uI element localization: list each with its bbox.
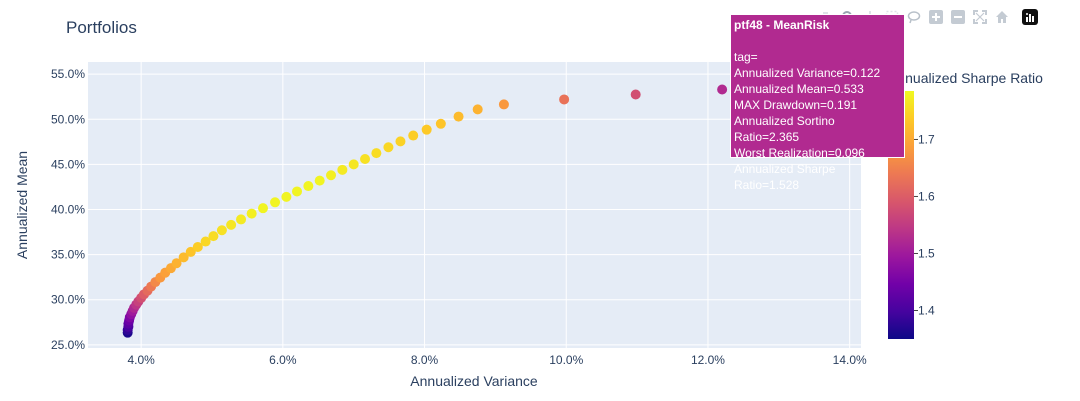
x-tick-label: 4.0% [127, 353, 155, 367]
plotly-logo-icon[interactable] [1022, 9, 1038, 25]
data-point[interactable] [200, 236, 211, 247]
x-tick-label: 14.0% [833, 353, 867, 367]
data-point[interactable] [453, 111, 464, 122]
y-tick-labels: 25.0% 30.0% 35.0% 40.0% 45.0% 50.0% 55.0% [51, 67, 85, 352]
data-point[interactable] [185, 246, 196, 257]
gridlines [88, 62, 861, 348]
reset-axes-icon[interactable] [994, 9, 1010, 25]
chart-title: Portfolios [66, 18, 137, 37]
data-point[interactable] [472, 104, 483, 115]
x-tick-labels: 4.0% 6.0% 8.0% 10.0% 12.0% 14.0% [127, 353, 867, 367]
data-point[interactable] [498, 99, 509, 110]
data-point[interactable] [326, 170, 337, 181]
data-point[interactable] [371, 148, 382, 159]
data-point[interactable] [421, 124, 432, 135]
tooltip-line: Annualized Sharpe Ratio=1.528 [734, 162, 836, 192]
data-points[interactable] [122, 84, 728, 338]
data-point[interactable] [226, 219, 237, 230]
data-point[interactable] [435, 118, 446, 129]
y-tick-label: 45.0% [51, 157, 85, 171]
data-point[interactable] [192, 241, 203, 252]
data-point[interactable] [408, 130, 419, 141]
x-tick-label: 6.0% [269, 353, 297, 367]
data-point[interactable] [395, 136, 406, 147]
data-point[interactable] [360, 153, 371, 164]
data-point[interactable] [337, 164, 348, 175]
data-point[interactable] [258, 203, 269, 214]
data-point[interactable] [171, 258, 182, 269]
colorbar-title: Annualized Sharpe Ratio [888, 70, 1043, 86]
colorbar-tick-label: 1.6 [918, 189, 935, 203]
data-point[interactable] [236, 214, 247, 225]
autoscale-icon[interactable] [972, 9, 988, 25]
data-point[interactable] [630, 89, 641, 100]
data-point[interactable] [216, 225, 227, 236]
tooltip-line: MAX Drawdown=0.191 [734, 98, 858, 112]
zoom-out-icon[interactable] [950, 9, 966, 25]
tooltip-title: ptf48 - MeanRisk [734, 18, 830, 32]
data-point[interactable] [292, 186, 303, 197]
y-tick-label: 30.0% [51, 293, 85, 307]
tooltip-line: Worst Realization=0.096 [734, 146, 865, 160]
x-axis-title: Annualized Variance [410, 373, 538, 389]
tooltip-line: Annualized Variance=0.122 [734, 66, 881, 80]
data-point[interactable] [246, 208, 257, 219]
x-tick-label: 8.0% [411, 353, 439, 367]
zoom-in-icon[interactable] [928, 9, 944, 25]
hover-tooltip: ptf48 - MeanRisk tag= Annualized Varianc… [730, 14, 905, 192]
y-axis-title: Annualized Mean [14, 151, 30, 259]
data-point[interactable] [348, 159, 359, 170]
colorbar-tick-labels: 1.4 1.5 1.6 1.7 [914, 132, 935, 317]
y-tick-label: 35.0% [51, 248, 85, 262]
data-point[interactable] [559, 94, 570, 105]
lasso-select-icon[interactable] [906, 9, 922, 25]
x-tick-label: 10.0% [549, 353, 583, 367]
y-tick-label: 55.0% [51, 67, 85, 81]
tooltip-line: tag= [734, 50, 758, 64]
colorbar-tick-label: 1.7 [918, 132, 935, 146]
data-point[interactable] [281, 191, 292, 202]
tooltip-line: Annualized Mean=0.533 [734, 82, 864, 96]
y-tick-label: 40.0% [51, 203, 85, 217]
data-point[interactable] [303, 181, 314, 192]
data-point[interactable] [383, 142, 394, 153]
colorbar-tick-label: 1.5 [918, 246, 935, 260]
data-point[interactable] [314, 175, 325, 186]
data-point[interactable] [178, 252, 189, 263]
y-tick-label: 50.0% [51, 112, 85, 126]
tooltip-line: Annualized Sortino Ratio=2.365 [734, 114, 835, 144]
data-point[interactable] [208, 231, 219, 242]
colorbar-tick-label: 1.4 [918, 303, 935, 317]
y-tick-label: 25.0% [51, 338, 85, 352]
data-point[interactable] [270, 197, 281, 208]
x-tick-label: 12.0% [691, 353, 725, 367]
data-point[interactable] [717, 84, 728, 95]
